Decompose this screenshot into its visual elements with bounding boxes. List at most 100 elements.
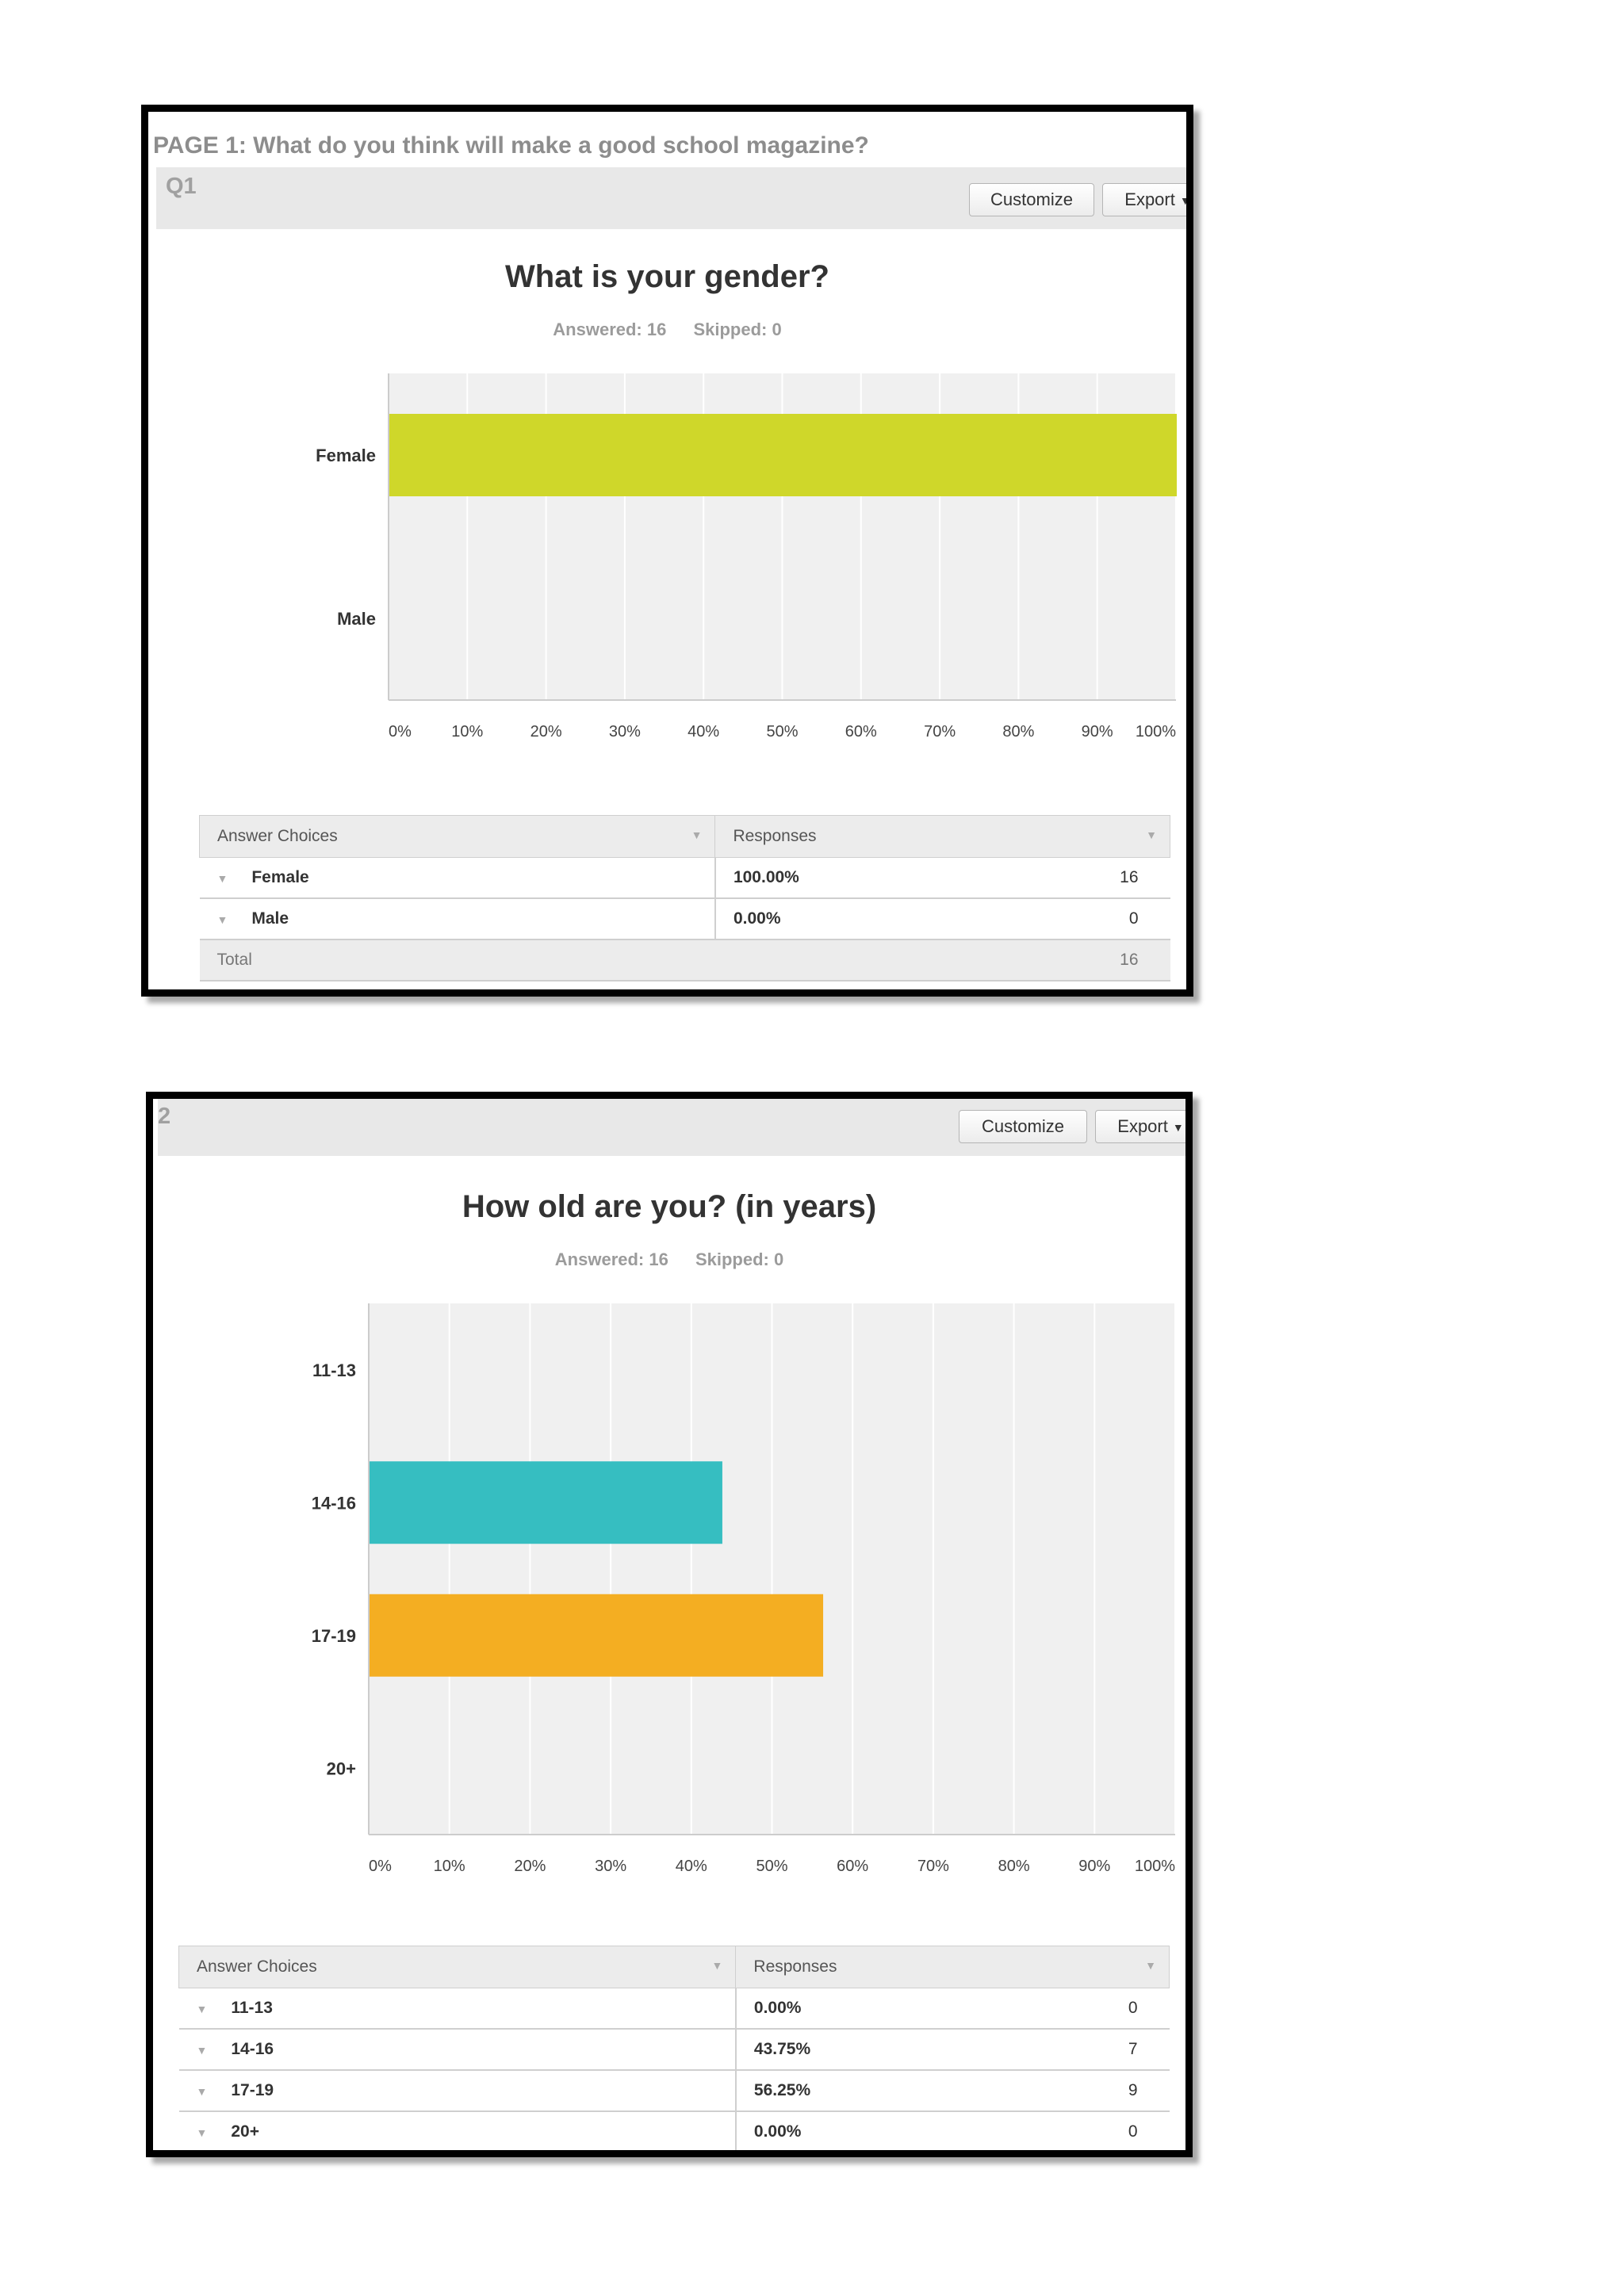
total-count-cell: 16 (714, 939, 1170, 982)
total-label: Total (216, 951, 252, 969)
q2-bar[interactable] (370, 1594, 824, 1677)
row-choice[interactable]: ▼ Female (199, 857, 716, 899)
q1-category-label: Male (337, 609, 376, 629)
q1-chart-title: What is your gender? (505, 259, 829, 294)
q2-meta: Answered: 16 Skipped: 0 (153, 1249, 1185, 1270)
total-count: 16 (1120, 951, 1139, 969)
q1-header-bar: Q1 Customize Export ▼ (156, 167, 1186, 229)
q1-x-tick-label: 100% (1136, 723, 1176, 740)
choice-label: 11-13 (231, 1999, 273, 2017)
q2-x-tick-label: 70% (917, 1858, 949, 1875)
q1-bar[interactable] (389, 414, 1177, 496)
q1-label: Q1 (166, 174, 197, 199)
q2-x-tick-label: 30% (595, 1858, 626, 1875)
export-button[interactable]: Export ▼ (1102, 183, 1191, 216)
q2-skipped: Skipped: 0 (695, 1249, 784, 1269)
q2-header-bar: 2 Customize Export ▼ (158, 1099, 1185, 1156)
customize-button-label: Customize (990, 189, 1073, 209)
q1-bar-chart: 0% 10% 20% 30% 40% 50% 60% 70% 80% 90% 100% Female M… (316, 373, 1177, 740)
q1-x-tick-label: 30% (609, 723, 641, 740)
q1-panel: PAGE 1: What do you think will make a go… (141, 105, 1193, 997)
q2-panel: 2 Customize Export ▼ How old are you? (in… (146, 1092, 1193, 2157)
customize-button[interactable]: Customize (969, 183, 1094, 216)
response-percent: 56.25% (753, 2081, 811, 2099)
row-choice[interactable]: ▼ Male (199, 898, 716, 940)
export-button-label: Export (1117, 1116, 1168, 1136)
q2-label: 2 (158, 1104, 171, 1129)
expand-triangle-icon[interactable]: ▼ (196, 2044, 208, 2057)
response-percent: 0.00% (753, 2122, 802, 2141)
row-response: 0.00% 0 (735, 1988, 1170, 2030)
q2-x-tick-label: 40% (676, 1858, 707, 1875)
q1-x-tick-label: 40% (688, 723, 719, 740)
expand-triangle-icon[interactable]: ▼ (216, 913, 228, 926)
q1-response-table: Answer Choices ▼ Responses ▼ ▼ Female 100.0… (198, 815, 1170, 982)
sort-icon: ▼ (691, 828, 703, 841)
q1-x-tick-label: 20% (530, 723, 562, 740)
row-response: 43.75% 7 (735, 2029, 1170, 2071)
response-count: 16 (1120, 868, 1139, 886)
q2-x-tick-label: 50% (756, 1858, 787, 1875)
row-choice[interactable]: ▼ 14-16 (178, 2029, 737, 2071)
row-choice[interactable]: ▼ 20+ (178, 2111, 737, 2150)
total-label-cell: Total (199, 939, 715, 982)
q2-category-label: 14-16 (312, 1493, 356, 1513)
q1-answered: Answered: 16 (553, 320, 667, 339)
choice-label: 17-19 (231, 2081, 274, 2099)
q2-bar[interactable] (370, 1461, 722, 1544)
expand-triangle-icon[interactable]: ▼ (196, 2085, 208, 2098)
export-button[interactable]: Export ▼ (1095, 1110, 1185, 1143)
table-row: ▼ 17-19 56.25% 9 (178, 2070, 1170, 2112)
response-count: 0 (1128, 1999, 1138, 2017)
expand-triangle-icon[interactable]: ▼ (216, 872, 228, 885)
col-answer-choices[interactable]: Answer Choices ▼ (178, 1946, 737, 1988)
row-choice[interactable]: ▼ 17-19 (178, 2070, 737, 2112)
choice-label: 20+ (231, 2122, 259, 2141)
q1-x-tick-label: 10% (451, 723, 483, 740)
export-button-label: Export (1124, 189, 1175, 209)
row-choice[interactable]: ▼ 11-13 (178, 1988, 737, 2030)
col-responses[interactable]: Responses ▼ (714, 815, 1170, 858)
q1-skipped: Skipped: 0 (693, 320, 782, 339)
response-percent: 43.75% (753, 2040, 811, 2058)
customize-button[interactable]: Customize (959, 1110, 1087, 1143)
q2-x-tick-label: 0% (369, 1858, 392, 1875)
col-responses-label: Responses (733, 827, 817, 845)
total-row: Total 16 (199, 939, 1170, 982)
table-row: ▼ 14-16 43.75% 7 (178, 2029, 1170, 2071)
q2-bar-chart: 0% 10% 20% 30% 40% 50% 60% 70% 80% 90% 100% 11-13 14… (312, 1303, 1176, 1875)
expand-triangle-icon[interactable]: ▼ (196, 2003, 208, 2015)
page-title: PAGE 1: What do you think will make a go… (153, 132, 869, 159)
choice-label: 14-16 (231, 2040, 274, 2058)
table-row: ▼ Female 100.00% 16 (199, 857, 1170, 899)
q2-chart-title: How old are you? (in years) (462, 1189, 877, 1224)
col-responses-label: Responses (753, 1957, 837, 1976)
q1-x-tick-label: 70% (924, 723, 956, 740)
response-percent: 0.00% (753, 1999, 802, 2017)
chevron-down-icon: ▼ (1172, 1121, 1184, 1135)
col-answer-choices[interactable]: Answer Choices ▼ (198, 815, 716, 858)
row-response: 0.00% 0 (714, 898, 1170, 940)
q2-category-label: 11-13 (312, 1360, 356, 1380)
col-responses[interactable]: Responses ▼ (735, 1946, 1170, 1988)
choice-label: Female (251, 868, 309, 886)
row-response: 0.00% 0 (735, 2111, 1170, 2150)
response-count: 0 (1128, 909, 1139, 928)
q1-x-tick-label: 0% (389, 723, 412, 740)
q2-category-label: 20+ (327, 1758, 356, 1778)
chevron-down-icon: ▼ (1179, 194, 1191, 208)
col-answer-choices-label: Answer Choices (217, 827, 338, 845)
response-percent: 0.00% (733, 909, 781, 928)
q1-x-tick-label: 60% (845, 723, 877, 740)
q1-x-tick-label: 50% (766, 723, 798, 740)
q1-meta: Answered: 16 Skipped: 0 (148, 320, 1186, 340)
response-count: 7 (1128, 2040, 1138, 2058)
q2-answered: Answered: 16 (554, 1249, 668, 1269)
q1-x-tick-label: 80% (1002, 723, 1034, 740)
q2-x-tick-label: 80% (998, 1858, 1030, 1875)
expand-triangle-icon[interactable]: ▼ (196, 2126, 208, 2139)
customize-button-label: Customize (982, 1116, 1064, 1136)
table-row: ▼ Male 0.00% 0 (199, 898, 1170, 940)
row-response: 56.25% 9 (735, 2070, 1170, 2112)
response-count: 9 (1128, 2081, 1138, 2099)
